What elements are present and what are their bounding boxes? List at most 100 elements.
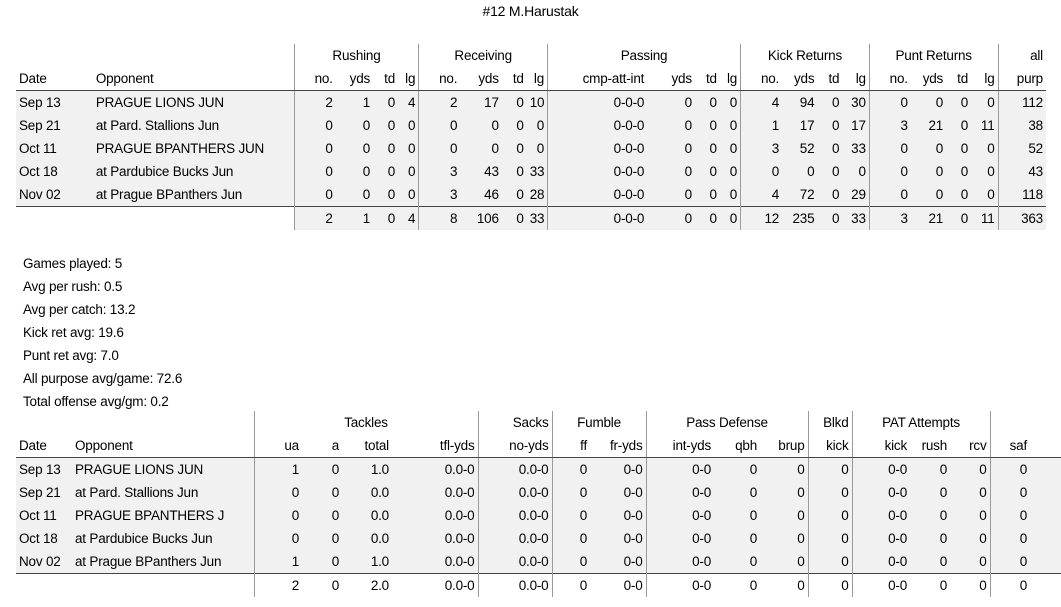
table-cell: 0 <box>807 550 853 574</box>
total-cell <box>72 573 254 597</box>
total-cell: 21 <box>910 206 947 230</box>
summary-line: Kick ret avg: 19.6 <box>23 325 124 340</box>
table-cell: 0 <box>714 550 761 574</box>
table-cell: 0-0 <box>645 457 715 481</box>
table-cell: 0 <box>719 137 741 160</box>
total-cell: 0 <box>714 573 761 597</box>
column-header: ua <box>253 434 302 458</box>
table-cell: 0 <box>714 504 761 527</box>
table-cell: 0 <box>989 527 1031 550</box>
table-cell: 0 <box>501 114 527 137</box>
total-cell: 0 <box>946 206 972 230</box>
table-cell: 0 <box>910 504 951 527</box>
column-header: qbh <box>714 434 761 458</box>
table-cell: 0 <box>950 550 991 574</box>
table-cell: 0 <box>501 90 527 114</box>
table-cell: 4 <box>740 90 783 114</box>
all-group-label: all <box>997 44 1046 67</box>
table-cell: 0-0-0 <box>547 90 648 114</box>
table-cell: 0 <box>910 160 947 183</box>
table-cell: 0 <box>373 183 398 207</box>
table-cell: 0 <box>398 137 419 160</box>
table-cell: 0 <box>551 481 590 504</box>
table-cell: 0.0-0 <box>392 481 478 504</box>
kick-returns-group-label: Kick Returns <box>740 44 870 67</box>
column-header: yds <box>460 67 502 91</box>
total-cell: 0 <box>302 573 342 597</box>
offense-column-header: Date Opponent no. yds td lg no. yds td lg cmp-att-… <box>16 67 1046 91</box>
table-cell: 4 <box>740 183 783 207</box>
column-header: brup <box>760 434 809 458</box>
table-cell: 0-0 <box>851 527 911 550</box>
table-cell: 0 <box>782 160 818 183</box>
table-cell: 0 <box>714 457 761 481</box>
table-cell: 0 <box>910 90 947 114</box>
column-header: lg <box>842 67 870 91</box>
total-cell <box>16 573 72 597</box>
total-cell: 3 <box>868 206 911 230</box>
table-cell: 0 <box>740 160 783 183</box>
table-cell: 0 <box>971 137 999 160</box>
table-cell: 0 <box>946 90 972 114</box>
table-cell: 0 <box>817 90 843 114</box>
defense-column-header: Date Opponent ua a total tfl-yds no-yds ff fr-yd… <box>16 434 1061 458</box>
table-cell: 0 <box>501 183 527 207</box>
total-cell: 0 <box>501 206 527 230</box>
column-header: rush <box>910 434 951 458</box>
fumble-group-label: Fumble <box>551 411 647 434</box>
table-cell: 0 <box>335 183 374 207</box>
table-cell: 0 <box>694 160 720 183</box>
total-cell: 0.0-0 <box>477 573 552 597</box>
table-cell: Sep 13 <box>16 457 72 481</box>
total-cell: 2 <box>253 573 302 597</box>
summary-stats: Games played: 5 Avg per rush: 0.5 Avg pe… <box>23 252 182 413</box>
table-cell: 0 <box>910 481 951 504</box>
table-cell: 0.0-0 <box>392 550 478 574</box>
summary-line: Total offense avg/gm: 0.2 <box>23 394 169 409</box>
table-cell: 0 <box>526 137 548 160</box>
table-cell: 4 <box>398 90 419 114</box>
table-cell: 0 <box>373 160 398 183</box>
total-cell: 8 <box>418 206 461 230</box>
table-cell: 0 <box>760 527 809 550</box>
tackles-group-label: Tackles <box>253 411 478 434</box>
table-cell: 0 <box>1030 457 1061 481</box>
pat-attempts-group-label: PAT Attempts <box>851 411 991 434</box>
table-cell: 0 <box>989 550 1031 574</box>
column-header: fr-yds <box>590 434 647 458</box>
table-cell: 112 <box>997 90 1046 114</box>
total-cell: 0-0 <box>645 573 715 597</box>
table-cell: 0 <box>719 160 741 183</box>
table-cell: 0 <box>647 183 695 207</box>
table-cell: 0.0-0 <box>392 527 478 550</box>
table-cell: 10 <box>526 90 548 114</box>
table-cell: 0-0 <box>851 504 911 527</box>
table-cell: 33 <box>842 137 870 160</box>
table-cell: 94 <box>782 90 818 114</box>
table-cell: 0 <box>647 90 695 114</box>
table-cell: 0 <box>760 481 809 504</box>
table-cell: 0 <box>253 504 302 527</box>
table-cell: at Pardubice Bucks Jun <box>92 160 295 183</box>
table-cell: 0 <box>302 527 342 550</box>
total-cell: 363 <box>997 206 1046 230</box>
table-cell: at Pard. Stallions Jun <box>72 481 254 504</box>
table-cell: 0 <box>760 504 809 527</box>
total-cell: 12 <box>740 206 783 230</box>
table-cell: 29 <box>842 183 870 207</box>
table-cell: 0 <box>551 550 590 574</box>
table-cell: 0 <box>950 457 991 481</box>
column-header: tfl-yds <box>392 434 478 458</box>
table-cell: 3 <box>418 183 461 207</box>
table-cell: Oct 18 <box>16 160 93 183</box>
table-cell: 0 <box>989 457 1031 481</box>
column-header: saf <box>989 434 1031 458</box>
table-cell: at Pard. Stallions Jun <box>92 114 295 137</box>
table-cell: 0-0-0 <box>547 183 648 207</box>
table-cell: 0 <box>694 183 720 207</box>
table-cell: 0 <box>719 114 741 137</box>
table-cell: 0-0 <box>645 527 715 550</box>
table-cell: 0 <box>817 137 843 160</box>
table-cell: Oct 11 <box>16 504 72 527</box>
table-cell: 0 <box>335 160 374 183</box>
